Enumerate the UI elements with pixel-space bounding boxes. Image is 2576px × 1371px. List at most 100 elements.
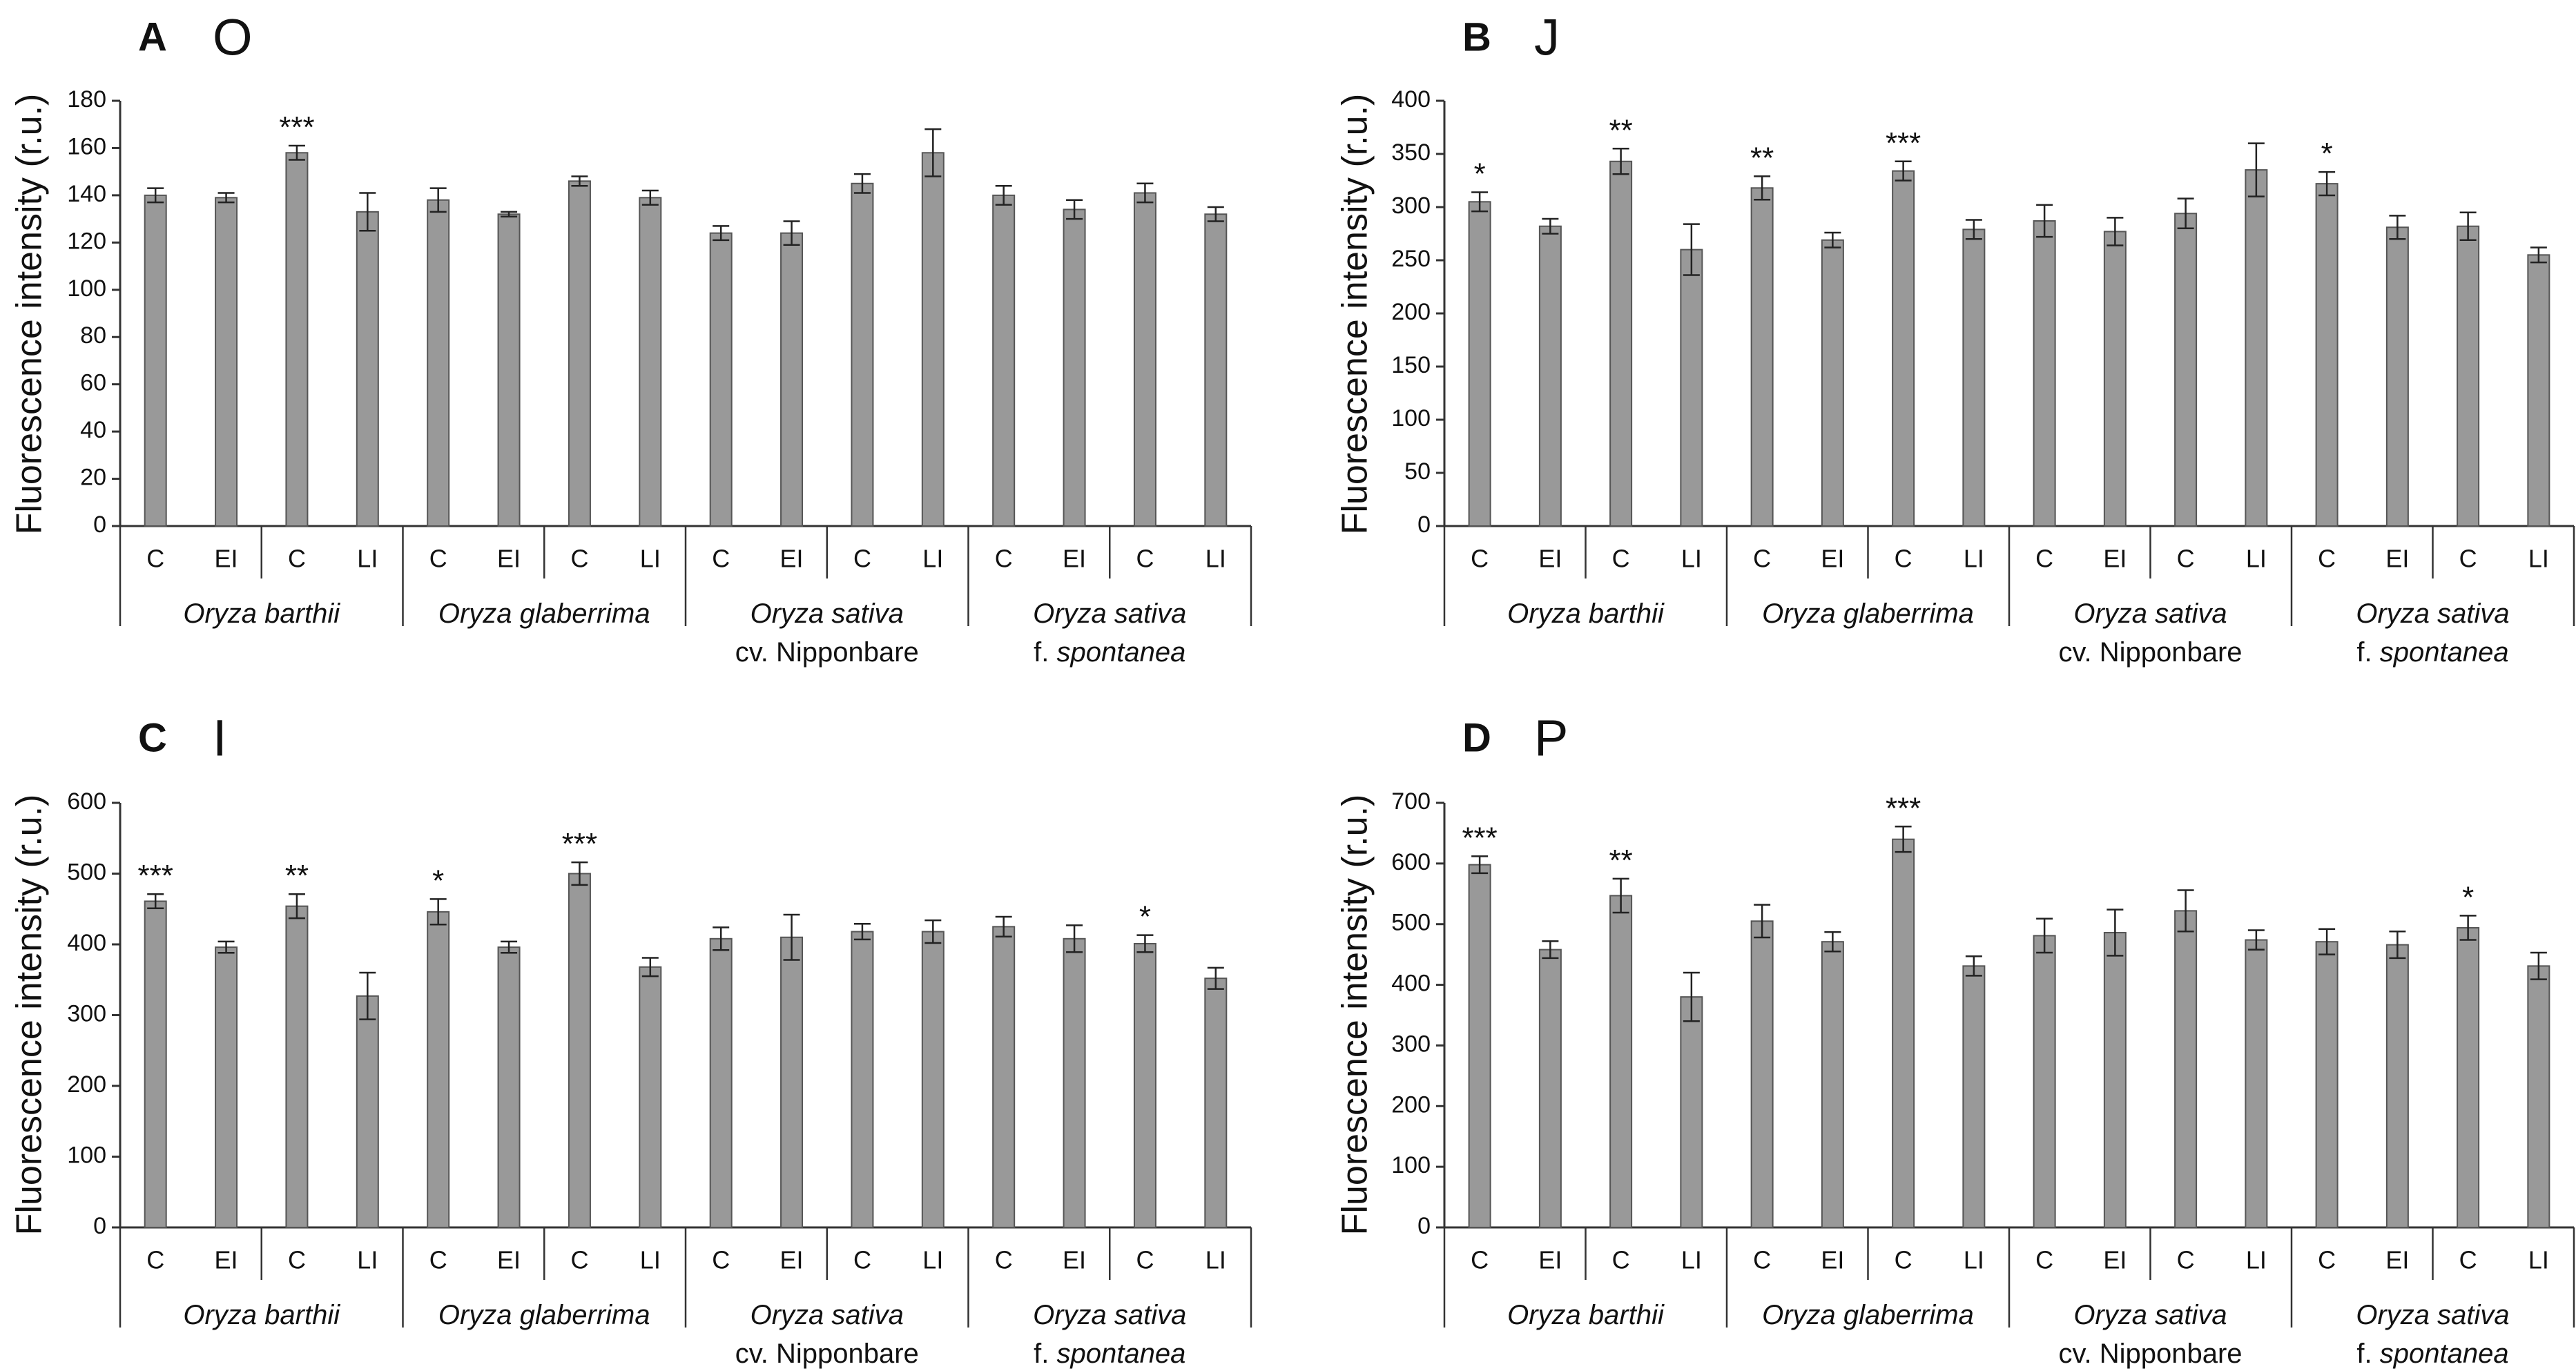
- y-tick-label: 100: [1391, 405, 1431, 431]
- significance-label: ***: [1886, 126, 1921, 160]
- significance-label: ***: [138, 859, 173, 893]
- y-tick-label: 200: [1391, 1091, 1431, 1118]
- x-tick-label: LI: [2246, 545, 2267, 573]
- y-tick-label: 250: [1391, 246, 1431, 272]
- group-label: Oryza barthii: [183, 1300, 340, 1330]
- bar: [427, 199, 450, 527]
- bar: [427, 911, 450, 1228]
- panel-title: O: [213, 9, 253, 66]
- bar: [1680, 249, 1703, 527]
- group-sublabel: cv. Nipponbare: [2058, 637, 2242, 668]
- bar: [2315, 183, 2338, 527]
- x-tick-label: EI: [215, 1246, 238, 1274]
- x-tick-label: LI: [640, 545, 661, 573]
- x-tick-label: C: [1471, 545, 1489, 573]
- group-sublabel-prefix: cv. Nipponbare: [2058, 1339, 2242, 1369]
- bar: [497, 213, 521, 527]
- x-tick-label: C: [1753, 545, 1771, 573]
- bar: [639, 197, 662, 527]
- bar: [1609, 895, 1633, 1228]
- group-label: Oryza sativa: [2356, 1300, 2509, 1330]
- x-tick-label: LI: [1964, 545, 1984, 573]
- group-sublabel-italic: spontanea: [1057, 1339, 1186, 1369]
- bar: [1133, 192, 1156, 527]
- y-tick-label: 150: [1391, 352, 1431, 378]
- bar: [144, 900, 167, 1228]
- x-tick-label: LI: [922, 545, 943, 573]
- x-tick-label: EI: [2103, 1246, 2127, 1274]
- x-tick-label: C: [1753, 1246, 1771, 1274]
- group-sublabel-prefix: f.: [1034, 637, 1056, 668]
- x-tick-label: C: [146, 1246, 164, 1274]
- bar: [2103, 932, 2127, 1228]
- group-label: Oryza glaberrima: [438, 1300, 650, 1330]
- chart-panel-d: D P Fluorescence intensity (r.u.) 0 100 200 30…: [1335, 710, 2575, 1369]
- bar: [2315, 941, 2338, 1228]
- panel-title: J: [1534, 9, 1560, 66]
- bar: [2527, 254, 2550, 527]
- significance-label: **: [1609, 113, 1633, 147]
- x-tick-label: C: [995, 1246, 1013, 1274]
- y-tick-label: 100: [67, 1142, 106, 1168]
- x-tick-label: LI: [922, 1246, 943, 1274]
- bar: [639, 966, 662, 1229]
- group-label: Oryza glaberrima: [1762, 1300, 1974, 1330]
- y-tick-label: 300: [1391, 1031, 1431, 1057]
- bar: [1468, 201, 1491, 527]
- group-sublabel-prefix: cv. Nipponbare: [735, 1339, 919, 1369]
- x-tick-label: C: [1895, 1246, 1912, 1274]
- x-tick-label: C: [2035, 545, 2053, 573]
- x-tick-label: C: [2318, 1246, 2336, 1274]
- significance-label: ***: [1886, 791, 1921, 825]
- bar: [1750, 920, 1774, 1228]
- x-tick-label: EI: [2103, 545, 2127, 573]
- x-tick-label: C: [2459, 1246, 2477, 1274]
- chart-panel-c: C I Fluorescence intensity (r.u.) 0 100 200 30…: [10, 710, 1252, 1369]
- x-tick-label: C: [1471, 1246, 1489, 1274]
- bar: [356, 995, 379, 1228]
- significance-label: *: [432, 864, 444, 897]
- significance-label: *: [2462, 880, 2474, 914]
- x-tick-label: EI: [1538, 545, 1562, 573]
- y-tick-label: 300: [1391, 193, 1431, 219]
- x-tick-label: C: [2318, 545, 2336, 573]
- bar: [921, 152, 945, 527]
- x-tick-label: C: [2177, 1246, 2195, 1274]
- bar: [1133, 942, 1156, 1228]
- group-sublabel: f. spontanea: [1034, 1339, 1185, 1369]
- group-sublabel-italic: spontanea: [2380, 1339, 2509, 1369]
- y-tick-label: 160: [67, 133, 106, 159]
- group-sublabel-prefix: f.: [2356, 1339, 2379, 1369]
- bar: [2033, 935, 2056, 1228]
- bar: [992, 194, 1016, 527]
- x-tick-label: LI: [1205, 545, 1226, 573]
- y-tick-label: 20: [80, 465, 106, 491]
- bar: [285, 152, 309, 527]
- y-tick-label: 200: [1391, 299, 1431, 325]
- x-tick-label: EI: [1063, 545, 1086, 573]
- x-tick-label: C: [288, 545, 306, 573]
- bar: [1962, 965, 1986, 1228]
- y-tick-label: 200: [67, 1071, 106, 1098]
- x-tick-label: C: [712, 545, 730, 573]
- bar: [2174, 213, 2198, 527]
- y-tick-label: 0: [1417, 1213, 1431, 1239]
- group-sublabel-italic: spontanea: [2380, 637, 2509, 668]
- x-tick-label: C: [2035, 1246, 2053, 1274]
- bar: [1750, 187, 1774, 527]
- x-tick-label: LI: [640, 1246, 661, 1274]
- panel-label: C: [138, 715, 167, 760]
- x-tick-label: LI: [1681, 1246, 1702, 1274]
- bar: [1609, 160, 1633, 527]
- bar: [1892, 170, 1915, 527]
- chart-panel-a: A O Fluorescence intensity (r.u.) 0 20 40 60 80…: [10, 9, 1252, 668]
- group-sublabel: cv. Nipponbare: [2058, 1339, 2242, 1369]
- group-label: Oryza sativa: [2356, 599, 2509, 629]
- bar: [215, 197, 238, 527]
- x-tick-label: EI: [780, 545, 804, 573]
- x-tick-label: LI: [1681, 545, 1702, 573]
- group-sublabel: cv. Nipponbare: [735, 1339, 919, 1369]
- x-tick-label: LI: [357, 1246, 378, 1274]
- bar: [851, 182, 874, 527]
